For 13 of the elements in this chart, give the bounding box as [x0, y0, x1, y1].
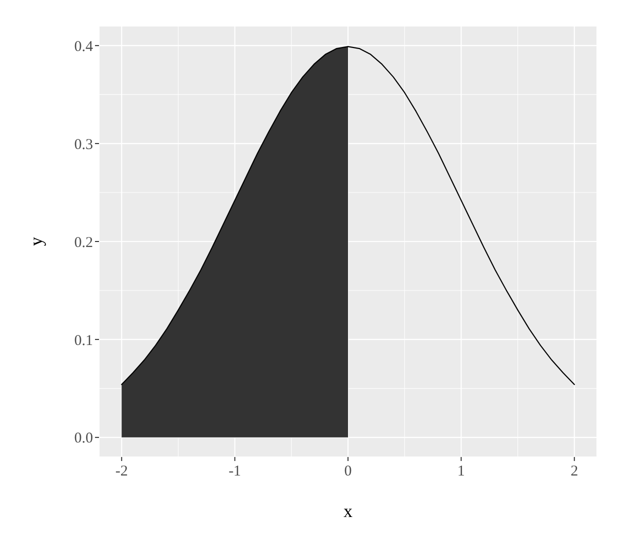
y-tick-label: 0.0 [74, 430, 93, 447]
line-series [121, 46, 575, 386]
y-axis-title: y [26, 237, 46, 246]
x-tick-label: -1 [228, 464, 242, 480]
y-tick-label: 0.3 [74, 136, 93, 153]
y-tick-label: 0.4 [74, 38, 94, 55]
y-tick-label: 0.2 [74, 234, 93, 251]
x-tick-label: 1 [457, 464, 465, 480]
x-tick-label: 2 [570, 464, 578, 480]
y-tick-label: 0.1 [74, 332, 93, 349]
x-axis-title: x [344, 501, 352, 521]
x-tick-label: 0 [344, 464, 352, 480]
x-tick-label: -2 [115, 464, 128, 480]
